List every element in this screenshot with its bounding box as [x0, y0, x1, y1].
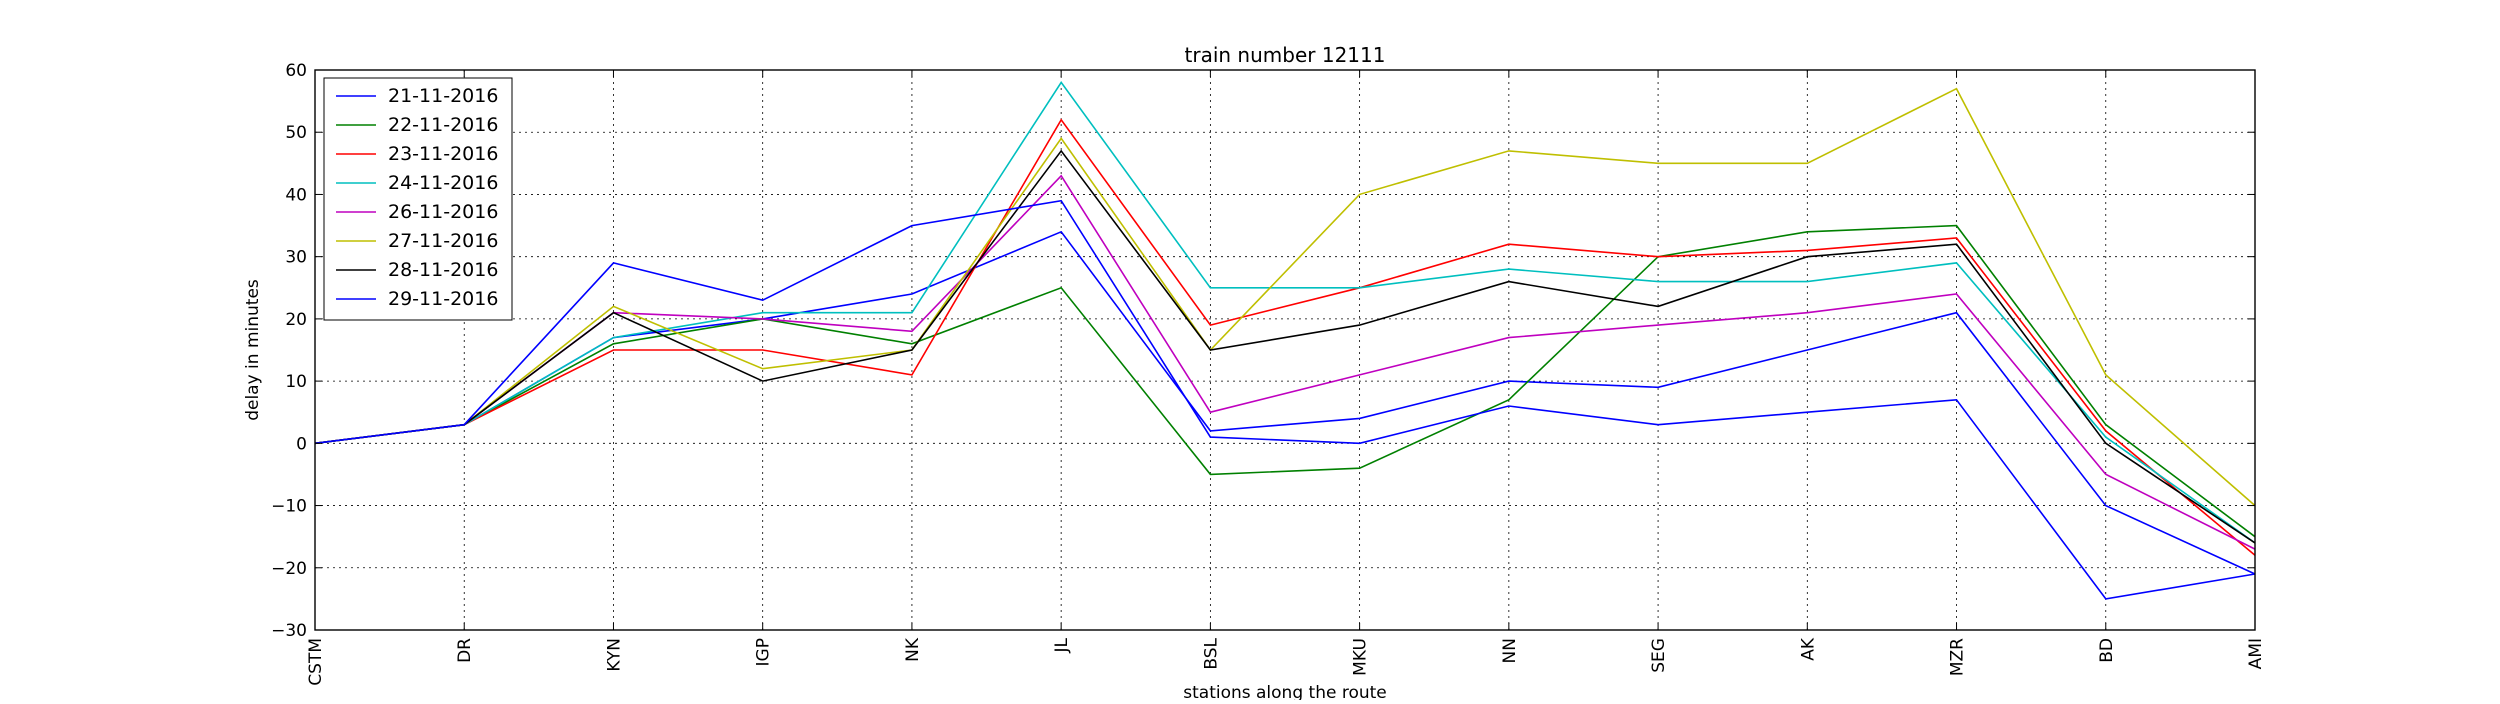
x-tick-label: JL — [1052, 637, 1072, 653]
y-tick-label: 60 — [285, 61, 307, 81]
x-tick-label: BSL — [1201, 637, 1221, 669]
x-axis-label: stations along the route — [1183, 683, 1387, 700]
x-tick-label: NN — [1500, 638, 1520, 663]
legend-label: 22-11-2016 — [388, 114, 498, 136]
legend-label: 23-11-2016 — [388, 143, 498, 165]
x-tick-label: DR — [455, 638, 475, 663]
x-tick-label: AK — [1798, 637, 1818, 661]
x-tick-label: KYN — [604, 638, 624, 672]
legend: 21-11-2016 22-11-2016 23-11-2016 24-11-2016… — [323, 77, 513, 321]
y-tick-label: 10 — [285, 372, 307, 392]
plot-frame — [314, 69, 2256, 631]
y-tick-label: 50 — [285, 123, 307, 143]
x-tick-label: MKU — [1351, 638, 1371, 676]
x-tick-label: NK — [903, 637, 923, 662]
y-tick-label: −30 — [271, 621, 307, 641]
y-tick-label: 20 — [285, 310, 307, 330]
y-tick-label: 40 — [285, 185, 307, 205]
series-line-26-11-2016 — [314, 174, 2256, 550]
grid — [314, 69, 2256, 631]
x-tick-label: AMI — [2246, 638, 2266, 669]
x-tick-label: IGP — [754, 638, 774, 666]
series-line-28-11-2016 — [314, 149, 2256, 544]
series-line-27-11-2016 — [314, 87, 2256, 507]
y-tick-label: −10 — [271, 497, 307, 517]
y-tick-label: 0 — [296, 434, 307, 454]
series-line-23-11-2016 — [314, 118, 2256, 556]
axis-ticks: −30 −20 −10 0 10 20 30 40 50 60 CSTM DR KYN IGP NK JL BS… — [271, 61, 2266, 686]
series-line-21-11-2016 — [314, 230, 2256, 575]
y-tick-label: 30 — [285, 248, 307, 268]
chart-title: train number 12111 — [1185, 43, 1386, 67]
x-tick-label: BD — [2097, 638, 2117, 663]
legend-label: 21-11-2016 — [388, 85, 498, 107]
legend-label: 26-11-2016 — [388, 201, 498, 223]
series-line-22-11-2016 — [314, 224, 2256, 538]
y-tick-label: −20 — [271, 559, 307, 579]
legend-label: 29-11-2016 — [388, 288, 498, 310]
y-axis-label: delay in minutes — [243, 279, 263, 421]
series-lines — [314, 80, 2256, 600]
series-line-29-11-2016 — [314, 199, 2256, 600]
legend-label: 27-11-2016 — [388, 230, 498, 252]
legend-box — [323, 77, 513, 321]
x-tick-label: SEG — [1649, 638, 1669, 673]
series-line-24-11-2016 — [314, 80, 2256, 544]
legend-label: 24-11-2016 — [388, 172, 498, 194]
x-tick-label: CSTM — [306, 638, 326, 686]
x-tick-label: MZR — [1948, 638, 1968, 676]
legend-label: 28-11-2016 — [388, 259, 498, 281]
